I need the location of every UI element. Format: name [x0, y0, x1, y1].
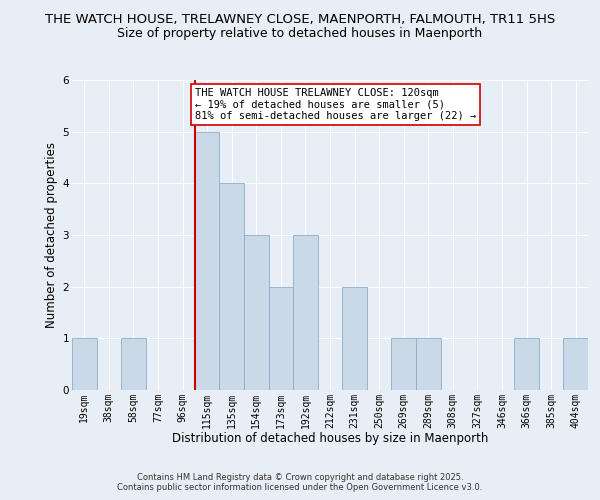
Text: Contains public sector information licensed under the Open Government Licence v3: Contains public sector information licen…	[118, 484, 482, 492]
Text: Contains HM Land Registry data © Crown copyright and database right 2025.: Contains HM Land Registry data © Crown c…	[137, 474, 463, 482]
Bar	[121, 338, 146, 390]
Bar	[72, 338, 97, 390]
Bar	[269, 286, 293, 390]
Text: THE WATCH HOUSE TRELAWNEY CLOSE: 120sqm
← 19% of detached houses are smaller (5): THE WATCH HOUSE TRELAWNEY CLOSE: 120sqm …	[195, 88, 476, 121]
Bar	[293, 235, 318, 390]
Bar	[514, 338, 539, 390]
Text: THE WATCH HOUSE, TRELAWNEY CLOSE, MAENPORTH, FALMOUTH, TR11 5HS: THE WATCH HOUSE, TRELAWNEY CLOSE, MAENPO…	[45, 12, 555, 26]
Bar	[195, 132, 220, 390]
Text: Size of property relative to detached houses in Maenporth: Size of property relative to detached ho…	[118, 28, 482, 40]
Bar	[220, 184, 244, 390]
Bar	[244, 235, 269, 390]
X-axis label: Distribution of detached houses by size in Maenporth: Distribution of detached houses by size …	[172, 432, 488, 445]
Bar	[342, 286, 367, 390]
Y-axis label: Number of detached properties: Number of detached properties	[46, 142, 58, 328]
Bar	[391, 338, 416, 390]
Bar	[416, 338, 440, 390]
Bar	[563, 338, 588, 390]
